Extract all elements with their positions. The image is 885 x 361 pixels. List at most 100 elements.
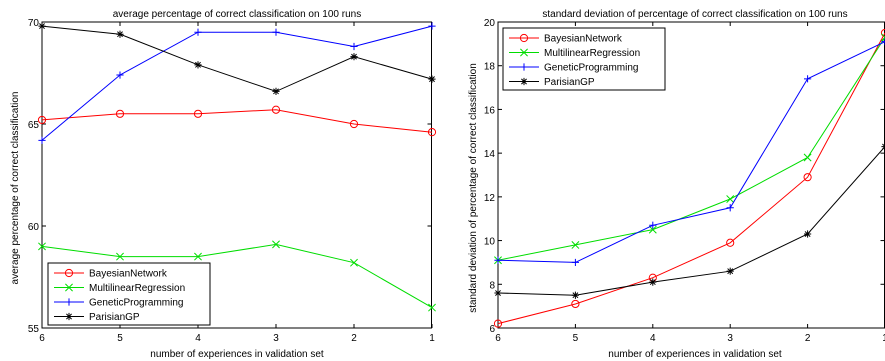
plot-area: 65432168101214161820 — [484, 18, 885, 344]
data-point-multilinearregression — [648, 225, 657, 234]
chart-panel-stddev: standard deviation of percentage of corr… — [468, 9, 885, 360]
x-tick-label: 5 — [573, 333, 579, 344]
legend-marker-bayesiannetwork — [64, 268, 74, 278]
data-point-parisiangp — [116, 30, 124, 38]
legend-label-multilinearregression: MultilinearRegression — [544, 48, 640, 59]
legend-label-multilinearregression: MultilinearRegression — [89, 283, 185, 294]
legend-label-parisiangp: ParisianGP — [89, 312, 140, 323]
data-point-bayesiannetwork — [349, 119, 359, 129]
chart-title: average percentage of correct classifica… — [113, 9, 361, 20]
legend-marker-parisiangp — [520, 77, 528, 86]
x-tick-label: 5 — [117, 333, 123, 344]
x-axis-label: number of experiences in validation set — [608, 349, 782, 360]
legend-marker-geneticprogramming — [520, 63, 528, 71]
x-tick-label: 6 — [495, 333, 501, 344]
legend: BayesianNetwork MultilinearRegression Gene… — [502, 27, 666, 91]
y-tick-label: 20 — [484, 18, 496, 29]
legend: BayesianNetwork MultilinearRegression Gene… — [47, 262, 211, 326]
data-point-geneticprogramming — [494, 256, 502, 264]
legend-label-parisiangp: ParisianGP — [544, 77, 595, 88]
data-point-multilinearregression — [272, 240, 280, 249]
data-point-geneticprogramming — [116, 71, 124, 79]
x-tick-label: 3 — [727, 333, 733, 344]
data-point-geneticprogramming — [804, 75, 812, 83]
data-point-bayesiannetwork — [427, 128, 437, 137]
x-tick-label: 2 — [805, 333, 811, 344]
legend-label-bayesiannetwork: BayesianNetwork — [89, 269, 168, 280]
data-point-bayesiannetwork — [493, 319, 503, 328]
series-line-geneticprogramming — [497, 41, 885, 263]
x-tick-label: 2 — [351, 333, 357, 344]
legend-marker-multilinearregression — [520, 48, 528, 57]
y-tick-label: 6 — [489, 324, 495, 335]
data-point-multilinearregression — [116, 252, 124, 261]
data-point-parisiangp — [726, 267, 734, 275]
data-point-parisiangp — [649, 278, 657, 286]
y-tick-label: 55 — [28, 324, 40, 335]
data-point-parisiangp — [194, 61, 202, 69]
data-point-geneticprogramming — [272, 28, 280, 36]
data-point-geneticprogramming — [726, 204, 734, 212]
x-tick-label: 4 — [195, 333, 201, 344]
data-point-multilinearregression — [881, 33, 885, 42]
data-point-geneticprogramming — [194, 28, 202, 36]
data-point-geneticprogramming — [571, 258, 579, 267]
axes-frame — [41, 21, 432, 329]
legend-label-geneticprogramming: GeneticProgramming — [544, 63, 638, 74]
data-point-multilinearregression — [726, 195, 735, 203]
y-tick-label: 65 — [28, 120, 40, 131]
series-line-bayesiannetwork — [497, 32, 885, 325]
y-tick-label: 10 — [484, 237, 496, 248]
series-line-multilinearregression — [41, 243, 433, 309]
legend-marker-parisiangp — [65, 312, 73, 321]
data-point-geneticprogramming — [649, 221, 657, 229]
y-tick-label: 70 — [28, 18, 40, 29]
data-point-parisiangp — [804, 230, 812, 238]
data-point-parisiangp — [38, 22, 46, 30]
y-tick-label: 16 — [484, 105, 496, 116]
data-point-geneticprogramming — [428, 22, 436, 30]
series-line-bayesiannetwork — [41, 109, 433, 133]
data-point-bayesiannetwork — [193, 109, 203, 118]
series-line-parisiangp — [41, 25, 433, 92]
legend-marker-multilinearregression — [65, 283, 73, 292]
x-tick-label: 1 — [429, 333, 435, 344]
series-line-multilinearregression — [497, 37, 885, 261]
data-point-bayesiannetwork — [571, 299, 580, 309]
y-axis-label: standard deviation of percentage of corr… — [468, 63, 479, 313]
y-axis-label: average percentage of correct classifica… — [10, 92, 21, 285]
data-point-multilinearregression — [428, 303, 436, 312]
x-tick-label: 6 — [39, 333, 45, 344]
data-point-bayesiannetwork — [880, 28, 885, 38]
legend-marker-bayesiannetwork — [519, 33, 529, 43]
chart-panel-average: average percentage of correct classifica… — [10, 9, 437, 360]
data-point-multilinearregression — [38, 242, 46, 251]
legend-marker-geneticprogramming — [65, 298, 73, 306]
data-point-parisiangp — [272, 87, 280, 95]
data-point-geneticprogramming — [350, 42, 358, 51]
legend-label-geneticprogramming: GeneticProgramming — [89, 298, 183, 309]
data-point-bayesiannetwork — [115, 109, 125, 118]
x-tick-label: 3 — [273, 333, 279, 344]
x-tick-label: 1 — [882, 333, 885, 344]
data-point-parisiangp — [428, 75, 436, 83]
chart-title: standard deviation of percentage of corr… — [542, 9, 847, 20]
y-tick-label: 60 — [28, 222, 40, 233]
series-line-parisiangp — [497, 146, 885, 296]
y-tick-label: 18 — [484, 62, 496, 73]
data-point-multilinearregression — [350, 258, 358, 267]
data-point-bayesiannetwork — [271, 105, 281, 114]
y-tick-label: 8 — [489, 280, 495, 291]
data-point-geneticprogramming — [881, 38, 885, 46]
y-tick-label: 12 — [484, 193, 496, 204]
data-point-parisiangp — [571, 291, 579, 299]
legend-label-bayesiannetwork: BayesianNetwork — [544, 34, 623, 45]
data-point-bayesiannetwork — [726, 238, 735, 247]
data-point-geneticprogramming — [38, 136, 46, 144]
data-point-multilinearregression — [571, 240, 580, 249]
x-axis-label: number of experiences in validation set — [150, 349, 324, 360]
data-point-parisiangp — [494, 289, 502, 297]
y-tick-label: 14 — [484, 149, 496, 160]
